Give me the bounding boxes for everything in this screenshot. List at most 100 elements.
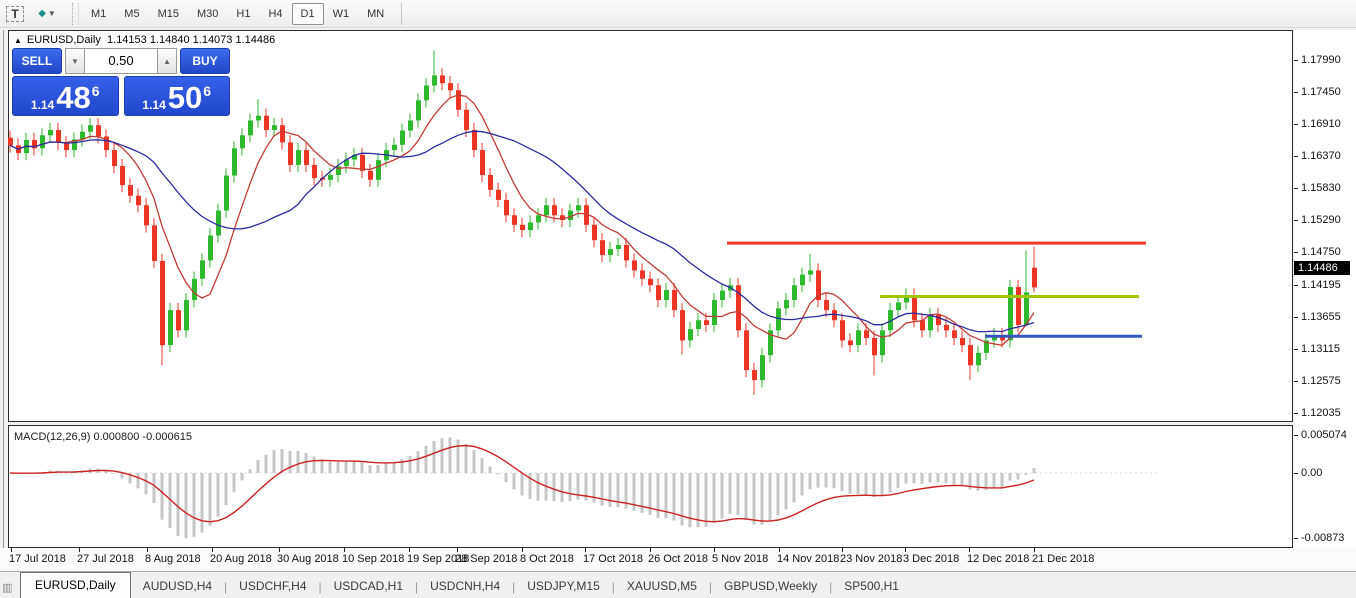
buy-price-big-digits: 50 xyxy=(167,80,203,116)
date-tick xyxy=(779,548,780,552)
date-axis-label: 20 Aug 2018 xyxy=(210,553,272,565)
price-axis-label: 1.13655 xyxy=(1301,310,1341,323)
symbol-name: EURUSD,Daily xyxy=(26,34,101,46)
macd-axis-label: 0.00 xyxy=(1301,467,1323,479)
price-tick xyxy=(1294,156,1298,158)
date-axis-label: 8 Aug 2018 xyxy=(145,553,201,565)
macd-indicator-label: MACD(12,26,9) 0.000800 -0.000615 xyxy=(14,431,192,443)
date-tick xyxy=(279,548,280,552)
date-axis-label: 10 Sep 2018 xyxy=(342,553,405,565)
macd-tick xyxy=(1294,435,1298,436)
price-axis-label: 1.15290 xyxy=(1301,214,1341,227)
price-tick xyxy=(1294,284,1298,286)
date-axis-label: 28 Sep 2018 xyxy=(455,553,518,565)
window-list-icon[interactable]: ▥ xyxy=(2,581,13,594)
buy-price-button[interactable]: 1.14 50 6 xyxy=(123,76,230,116)
buy-price-pip-digit: 6 xyxy=(203,83,212,99)
macd-tick xyxy=(1294,473,1298,474)
date-tick xyxy=(79,548,80,552)
date-tick xyxy=(969,548,970,552)
date-tick xyxy=(212,548,213,552)
date-axis-label: 8 Oct 2018 xyxy=(520,553,574,565)
timeframe-button-H4[interactable]: H4 xyxy=(268,7,283,20)
sell-button[interactable]: SELL xyxy=(12,48,62,74)
macd-axis-label: 0.005074 xyxy=(1301,429,1347,441)
one-click-trading-panel: SELL ▼ 0.50 ▲ BUY 1.14 48 6 1.14 50 6 xyxy=(12,48,230,116)
timeframe-button-group: M1 M5 M15 M30 H1 H4 D1 W1 MN xyxy=(82,2,393,25)
price-axis-label: 1.14195 xyxy=(1301,278,1341,291)
toolbar-separator xyxy=(401,2,403,25)
date-axis-label: 17 Oct 2018 xyxy=(583,553,643,565)
tab-GBPUSD-Weekly[interactable]: GBPUSD,Weekly xyxy=(724,579,818,593)
date-axis-label: 14 Nov 2018 xyxy=(777,553,840,565)
date-tick xyxy=(11,548,12,552)
tab-USDJPY-M15[interactable]: USDJPY,M15 xyxy=(527,579,600,593)
price-tick xyxy=(1294,60,1298,61)
date-tick xyxy=(585,548,586,552)
timeframe-button-M1[interactable]: M1 xyxy=(91,7,107,20)
timeframe-button-MN[interactable]: MN xyxy=(367,7,385,20)
text-label-tool-button[interactable]: T xyxy=(3,3,27,25)
date-tick xyxy=(457,548,458,552)
tab-XAUUSD-M5[interactable]: XAUUSD,M5 xyxy=(626,579,697,593)
window-left-edge xyxy=(3,30,4,548)
date-axis-label: 19 Sep 2018 xyxy=(407,553,470,565)
timeframe-button-M15[interactable]: M15 xyxy=(157,7,179,20)
timeframe-button-D1[interactable]: D1 xyxy=(291,2,324,25)
timeframe-button-H1[interactable]: H1 xyxy=(236,7,251,20)
sell-price-button[interactable]: 1.14 48 6 xyxy=(12,76,119,116)
date-tick xyxy=(1034,548,1035,552)
volume-decrease-button[interactable]: ▼ xyxy=(65,48,85,74)
timeframe-button-M5[interactable]: M5 xyxy=(124,7,140,20)
date-axis-label: 30 Aug 2018 xyxy=(277,553,339,565)
tab-AUDUSD-H4[interactable]: AUDUSD,H4 xyxy=(142,579,213,593)
macd-axis-label: -0.00873 xyxy=(1301,532,1345,545)
price-axis-label: 1.16370 xyxy=(1301,150,1341,163)
price-tick xyxy=(1294,220,1298,222)
text-tool-icon: T xyxy=(6,5,24,22)
date-axis-label: 23 Nov 2018 xyxy=(840,553,903,565)
volume-increase-button[interactable]: ▲ xyxy=(157,48,177,74)
date-axis-label: 3 Dec 2018 xyxy=(903,553,960,565)
sell-price-pip-digit: 6 xyxy=(91,83,100,99)
tab-USDCHF-H4[interactable]: USDCHF,H4 xyxy=(239,579,307,593)
chart-tab-bar: ▥ EURUSD,Daily AUDUSD,H4 | USDCHF,H4 | USDCAD… xyxy=(0,571,1356,598)
price-axis-label: 1.13115 xyxy=(1301,342,1340,355)
date-tick xyxy=(522,548,523,552)
tab-EURUSD-Daily[interactable]: EURUSD,Daily xyxy=(20,572,131,598)
macd-indicator-canvas[interactable] xyxy=(8,425,1293,548)
date-axis-label: 12 Dec 2018 xyxy=(967,553,1030,565)
date-axis-label: 21 Dec 2018 xyxy=(1032,553,1095,565)
indicators-dropdown-button[interactable]: ◆ ▼ xyxy=(30,3,64,25)
tab-USDCAD-H1[interactable]: USDCAD,H1 xyxy=(333,579,403,593)
toolbar-separator xyxy=(72,2,79,25)
chevron-down-icon: ▼ xyxy=(47,9,56,18)
price-axis-label: 1.17450 xyxy=(1301,86,1341,98)
price-axis-label: 1.15830 xyxy=(1301,182,1341,195)
buy-price-prefix: 1.14 xyxy=(142,98,166,112)
ohlc-values: 1.14153 1.14840 1.14073 1.14486 xyxy=(107,34,276,46)
volume-box: ▼ 0.50 ▲ xyxy=(65,48,177,74)
tab-SP500-H1[interactable]: SP500,H1 xyxy=(844,579,899,593)
volume-input[interactable]: 0.50 xyxy=(85,48,157,74)
price-axis-label: 1.12575 xyxy=(1301,374,1341,387)
tab-separator: | xyxy=(829,580,833,594)
tab-separator: | xyxy=(318,580,322,594)
price-axis-label: 1.16910 xyxy=(1301,118,1341,131)
buy-button[interactable]: BUY xyxy=(180,48,230,74)
current-price-badge: 1.14486 xyxy=(1294,260,1350,275)
price-scale[interactable]: 1.17990 1.17450 1.16910 1.16370 1.15830 1.152… xyxy=(1294,30,1356,548)
date-tick xyxy=(650,548,651,552)
timeframe-button-M30[interactable]: M30 xyxy=(196,7,219,20)
timeframe-button-W1[interactable]: W1 xyxy=(332,7,350,20)
price-tick xyxy=(1294,348,1298,350)
collapse-panel-icon[interactable]: ▲ xyxy=(14,36,22,45)
price-axis-label: 1.12035 xyxy=(1301,407,1341,419)
tab-separator: | xyxy=(415,580,419,594)
price-tick xyxy=(1294,380,1298,382)
time-scale[interactable]: 17 Jul 2018 27 Jul 2018 8 Aug 2018 20 Aug 2… xyxy=(0,548,1356,571)
date-tick xyxy=(842,548,843,552)
price-tick xyxy=(1294,316,1298,318)
tab-USDCNH-H4[interactable]: USDCNH,H4 xyxy=(430,579,501,593)
macd-tick xyxy=(1294,538,1298,540)
